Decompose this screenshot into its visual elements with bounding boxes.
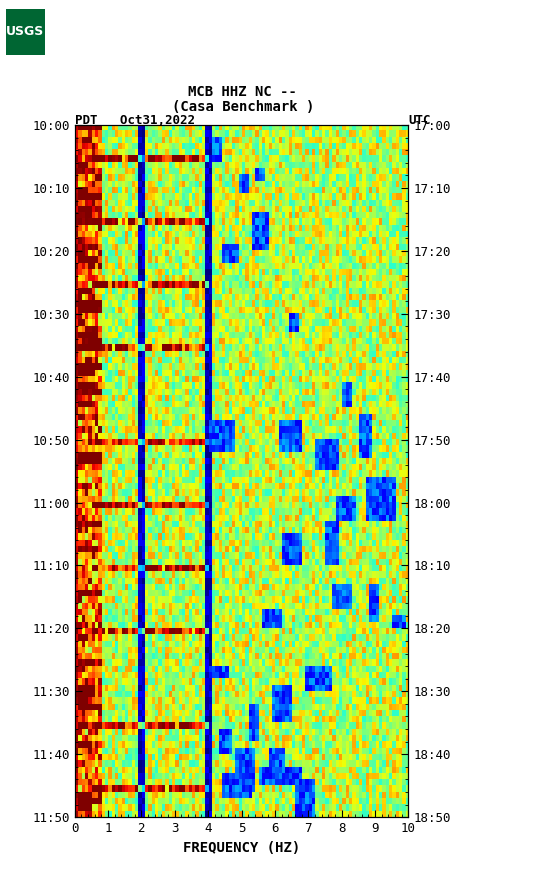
FancyBboxPatch shape (6, 9, 45, 55)
Text: MCB HHZ NC --: MCB HHZ NC -- (188, 85, 298, 99)
X-axis label: FREQUENCY (HZ): FREQUENCY (HZ) (183, 840, 300, 855)
Text: USGS: USGS (6, 25, 44, 38)
Text: UTC: UTC (408, 114, 431, 127)
Text: PDT   Oct31,2022: PDT Oct31,2022 (75, 114, 194, 127)
Text: (Casa Benchmark ): (Casa Benchmark ) (172, 100, 314, 114)
